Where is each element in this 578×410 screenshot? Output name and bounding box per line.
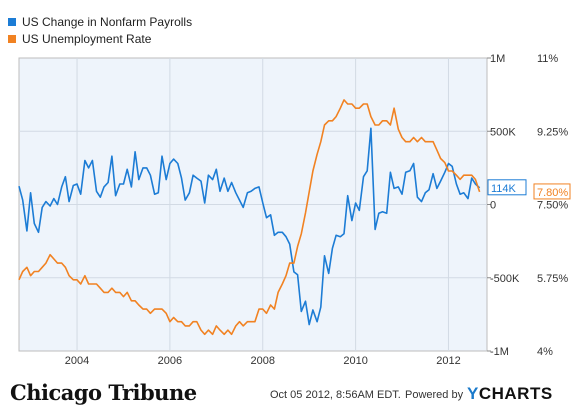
tick-label-right: 5.75% [537, 273, 568, 285]
tick-label-left: -500K [490, 273, 520, 285]
tick-label-left: -1M [490, 346, 509, 358]
legend-swatch-unemployment [8, 34, 16, 43]
series-line-payrolls [18, 127, 481, 326]
tick-label-left: 1M [490, 53, 505, 65]
chicago-tribune-logo[interactable]: Chicago Tribune [10, 380, 197, 405]
ycharts-logo-text: CHARTS [478, 384, 553, 403]
series-layer [18, 99, 481, 336]
legend-item-unemployment[interactable]: US Unemployment Rate [8, 30, 192, 47]
legend-item-payrolls[interactable]: US Change in Nonfarm Payrolls [8, 13, 192, 30]
last-value-label-unemployment: 7.80% [537, 187, 568, 199]
last-value-box [533, 183, 571, 200]
ycharts-logo-y: Y [467, 384, 479, 403]
legend-swatch-payrolls [8, 17, 16, 26]
powered-by-label: Powered by [405, 389, 464, 401]
tick-label-x: 2008 [251, 355, 275, 367]
tick-label-right: 4% [537, 346, 553, 358]
tick-label-left: 500K [490, 126, 516, 138]
last-value-box [487, 179, 527, 196]
tick-label-left: 0 [490, 200, 496, 212]
tick-label-x: 2006 [158, 355, 182, 367]
tick-label-right: 9.25% [537, 126, 568, 138]
footer: Chicago Tribune Oct 05 2012, 8:56AM EDT.… [0, 378, 578, 410]
axis-layer: 1M 500K 0 -500K -1M 11% 9.25% 7.50% 5.75% 4% 2004 2… [65, 53, 571, 367]
legend-label-payrolls: US Change in Nonfarm Payrolls [22, 14, 193, 29]
series-line-unemployment [18, 99, 481, 336]
legend: US Change in Nonfarm Payrolls US Unemplo… [8, 13, 192, 47]
tick-label-x: 2010 [343, 355, 367, 367]
tick-label-right: 11% [537, 53, 558, 65]
legend-label-unemployment: US Unemployment Rate [22, 31, 152, 46]
tick-label-x: 2012 [436, 355, 460, 367]
tick-label-x: 2004 [65, 355, 89, 367]
last-value-label-payrolls: 114K [491, 183, 517, 195]
timestamp: Oct 05 2012, 8:56AM EDT. [270, 389, 401, 401]
ycharts-logo[interactable]: YCHARTS [467, 384, 553, 404]
tick-label-right: 7.50% [537, 200, 568, 212]
